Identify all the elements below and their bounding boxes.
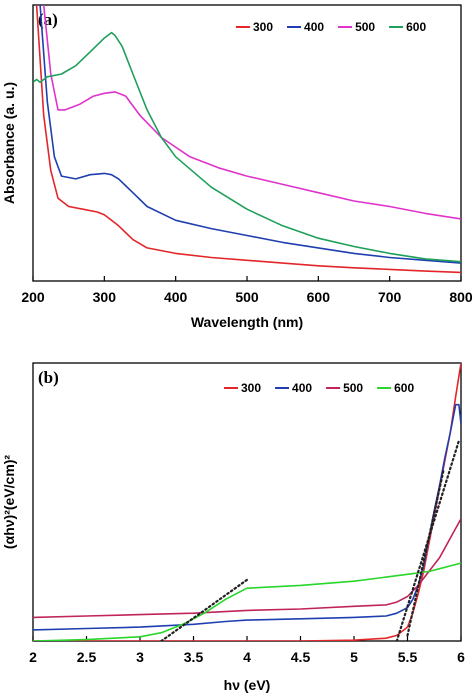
y-axis-label: Absorbance (a. u.) xyxy=(1,82,17,204)
x-tick-label: 500 xyxy=(235,289,259,305)
panel-label: (b) xyxy=(38,368,59,387)
x-axis-label: hν (eV) xyxy=(224,677,271,693)
x-axis-label: Wavelength (nm) xyxy=(191,314,303,330)
plot-area xyxy=(33,363,461,641)
legend-label-600: 600 xyxy=(406,20,426,34)
x-tick-label: 4.5 xyxy=(291,649,311,665)
legend-label-300: 300 xyxy=(253,20,273,34)
x-tick-label: 300 xyxy=(93,289,117,305)
panel-a: 200 300 400 500 600 700 800 Wavelength (nm) Abso… xyxy=(1,4,473,330)
x-tick-label: 4 xyxy=(243,649,251,665)
series-600-line xyxy=(33,562,461,641)
series-500-line xyxy=(33,518,461,619)
legend-label-400: 400 xyxy=(304,20,324,34)
series-300-line xyxy=(33,363,461,641)
x-tick-label: 600 xyxy=(307,289,331,305)
series-400-line xyxy=(39,5,461,264)
legend-label-400: 400 xyxy=(292,381,312,395)
x-tick-label: 700 xyxy=(378,289,402,305)
legend-label-500: 500 xyxy=(343,381,363,395)
panel-label: (a) xyxy=(38,10,58,29)
tauc-fit-line xyxy=(160,578,249,641)
x-tick-label: 400 xyxy=(164,289,188,305)
plot-frame xyxy=(32,362,462,642)
x-tick-label: 2.5 xyxy=(77,649,97,665)
panel-b: 2 2.5 3 3.5 4 4.5 5 5.5 6 hν (eV) (αhν)²(eV/cm)² (b… xyxy=(1,362,465,693)
plot-area xyxy=(33,5,461,274)
series-400-line xyxy=(33,403,461,631)
series-600-line xyxy=(33,31,461,263)
x-tick-label: 200 xyxy=(21,289,45,305)
x-tick-label: 800 xyxy=(449,289,473,305)
y-axis-label: (αhν)²(eV/cm)² xyxy=(1,455,17,550)
legend-label-300: 300 xyxy=(241,381,261,395)
series-500-line xyxy=(42,5,461,220)
x-tick-label: 3.5 xyxy=(184,649,204,665)
series-300-line xyxy=(35,5,461,274)
plot-frame xyxy=(32,4,462,282)
legend-label-600: 600 xyxy=(394,381,414,395)
x-tick-label: 2 xyxy=(29,649,37,665)
legend-label-500: 500 xyxy=(355,20,375,34)
x-tick-label: 5.5 xyxy=(398,649,418,665)
x-tick-label: 3 xyxy=(136,649,144,665)
tauc-fit-line xyxy=(406,467,445,637)
x-tick-label: 6 xyxy=(457,649,465,665)
x-tick-label: 5 xyxy=(350,649,358,665)
